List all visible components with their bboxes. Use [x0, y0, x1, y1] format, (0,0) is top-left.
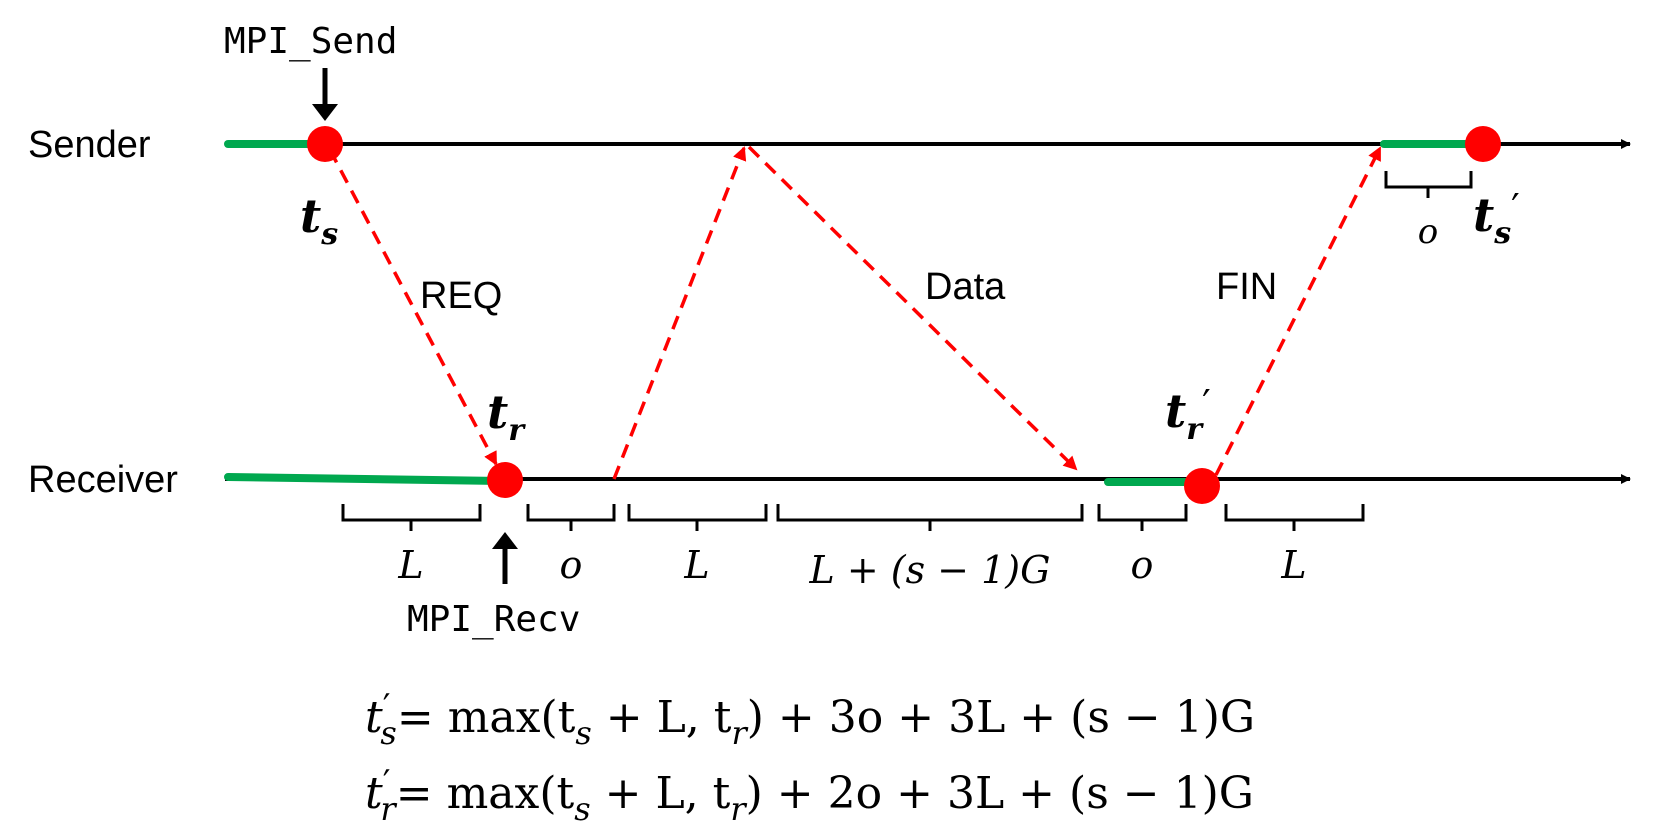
fin-message-arrow	[1214, 146, 1382, 476]
mpi-recv-arrow-icon	[492, 532, 518, 549]
ts-prime-event-dot	[1465, 126, 1501, 162]
mpi-send-label: MPI_Send	[224, 21, 397, 62]
brace-send-1	[1384, 171, 1473, 198]
equation-ts-prime: t′ s= max(ts + L, tr) + 3o + 3L + (s − 1)…	[365, 687, 1255, 752]
sender-lane-label: Sender	[28, 124, 151, 166]
mpi-send-arrow-icon	[312, 104, 338, 121]
interval-label-recv-3: L	[683, 543, 709, 587]
mpi-recv-label: MPI_Recv	[407, 599, 580, 640]
receiver-lane-label: Receiver	[28, 459, 178, 501]
brace-recv-4	[776, 504, 1084, 531]
interval-label-recv-1: L	[397, 543, 423, 587]
ts-prime-label: ts′	[1473, 186, 1520, 251]
brace-recv-2	[526, 504, 616, 531]
req-message-arrow	[328, 149, 498, 466]
equation-tr-prime: t′ r= max(ts + L, tr) + 2o + 3L + (s − 1)…	[365, 763, 1254, 828]
interval-label-recv-2: o	[560, 543, 583, 587]
ts-event-dot	[307, 126, 343, 162]
interval-label-recv-5: o	[1131, 543, 1154, 587]
brace-recv-1	[341, 504, 482, 531]
interval-label-send-1: o	[1418, 212, 1438, 252]
data-message-arrow	[747, 145, 1078, 471]
tr-prime-label: tr′	[1165, 382, 1211, 447]
interval-label-recv-4: L + (s − 1)G	[809, 548, 1051, 592]
interval-label-recv-6: L	[1280, 543, 1306, 587]
brace-recv-3	[627, 504, 768, 531]
req-label: REQ	[420, 275, 502, 317]
brace-recv-6	[1224, 504, 1365, 531]
tr-label: tr	[487, 385, 526, 448]
receiver-busy-start	[224, 473, 506, 485]
tr-prime-event-dot	[1184, 468, 1220, 504]
ack-message-arrow	[612, 146, 747, 480]
tr-event-dot	[487, 462, 523, 498]
fin-label: FIN	[1216, 266, 1277, 308]
data-label: Data	[925, 266, 1006, 308]
ts-label: ts	[300, 189, 338, 252]
brace-recv-5	[1097, 504, 1188, 531]
